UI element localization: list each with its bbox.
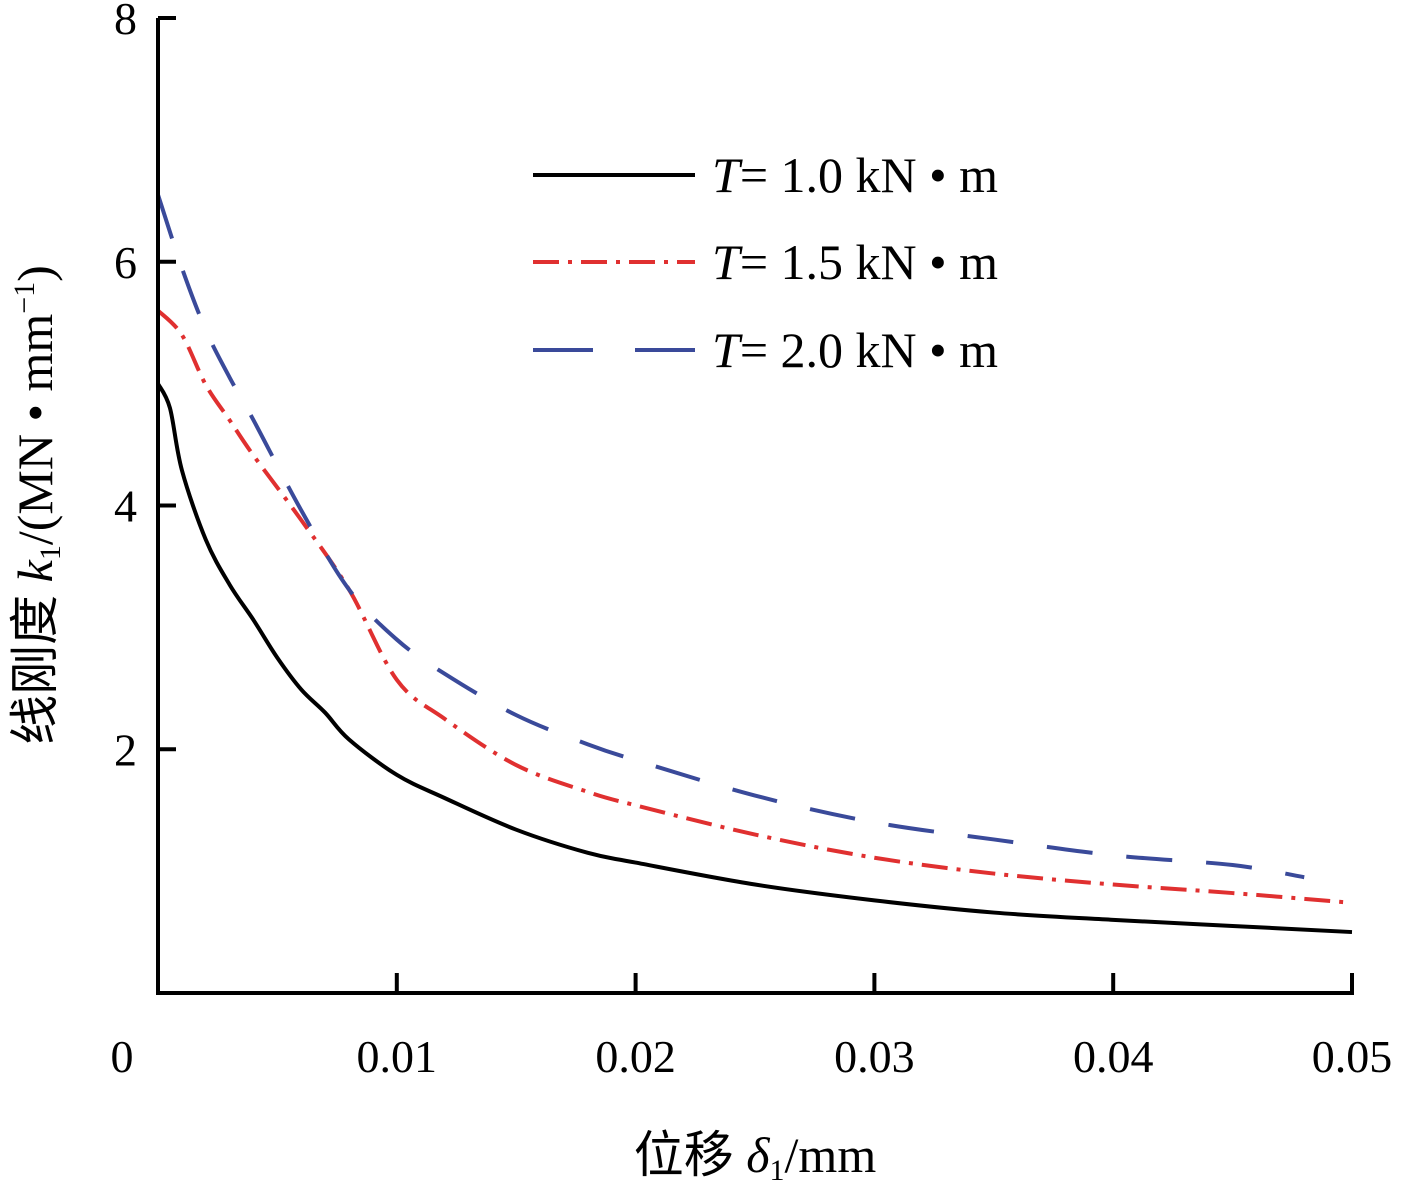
y-label-suffix: /(MN • mm — [7, 314, 63, 546]
ticks: 0 0.01 0.02 0.03 0.04 0.05 2 4 6 8 — [111, 0, 1393, 1082]
x-label-suffix: /mm — [785, 1127, 877, 1183]
legend-symbol: T — [712, 147, 743, 203]
legend-item: T= 2.0 kN • m — [533, 322, 998, 378]
series-line-1 — [156, 382, 1353, 935]
x-tick-label: 0.01 — [357, 1031, 438, 1082]
y-axis-label: 线刚度 k1/(MN • mm−1) — [7, 265, 67, 745]
legend-label: = 1.5 kN • m — [740, 234, 998, 290]
y-label-prefix: 线刚度 — [7, 582, 63, 745]
svg-text:T= 1.5 kN • m: T= 1.5 kN • m — [712, 234, 998, 290]
y-label-sup: −1 — [8, 282, 41, 314]
legend: T= 1.0 kN • m T= 1.5 kN • m T= 2.0 kN • … — [533, 147, 998, 378]
x-label-sub: 1 — [770, 1154, 785, 1184]
x-label-symbol: δ — [746, 1127, 770, 1183]
legend-label: = 2.0 kN • m — [740, 322, 998, 378]
x-tick-label: 0.04 — [1073, 1031, 1154, 1082]
y-tick-label: 2 — [114, 724, 137, 775]
legend-symbol: T — [712, 234, 743, 290]
x-label-prefix: 位移 — [634, 1127, 747, 1183]
y-label-sub: 1 — [34, 545, 67, 560]
x-tick-label: 0.02 — [595, 1031, 676, 1082]
x-tick-label: 0 — [111, 1031, 134, 1082]
svg-text:T= 2.0 kN • m: T= 2.0 kN • m — [712, 322, 998, 378]
x-axis-label: 位移 δ1/mm — [634, 1127, 877, 1184]
plot-area — [156, 194, 1353, 935]
legend-symbol: T — [712, 322, 743, 378]
series-line-3 — [156, 194, 1305, 880]
x-tick-label: 0.05 — [1312, 1031, 1393, 1082]
legend-label: = 1.0 kN • m — [740, 147, 998, 203]
y-tick-label: 8 — [114, 0, 137, 44]
legend-item: T= 1.0 kN • m — [533, 147, 998, 203]
y-tick-label: 4 — [114, 481, 137, 532]
legend-item: T= 1.5 kN • m — [533, 234, 998, 290]
series-line-2 — [156, 309, 1353, 905]
svg-text:T= 1.0 kN • m: T= 1.0 kN • m — [712, 147, 998, 203]
x-tick-label: 0.03 — [834, 1031, 915, 1082]
y-label-close: ) — [7, 265, 63, 282]
y-label-symbol: k — [7, 559, 63, 582]
y-tick-label: 6 — [114, 237, 137, 288]
